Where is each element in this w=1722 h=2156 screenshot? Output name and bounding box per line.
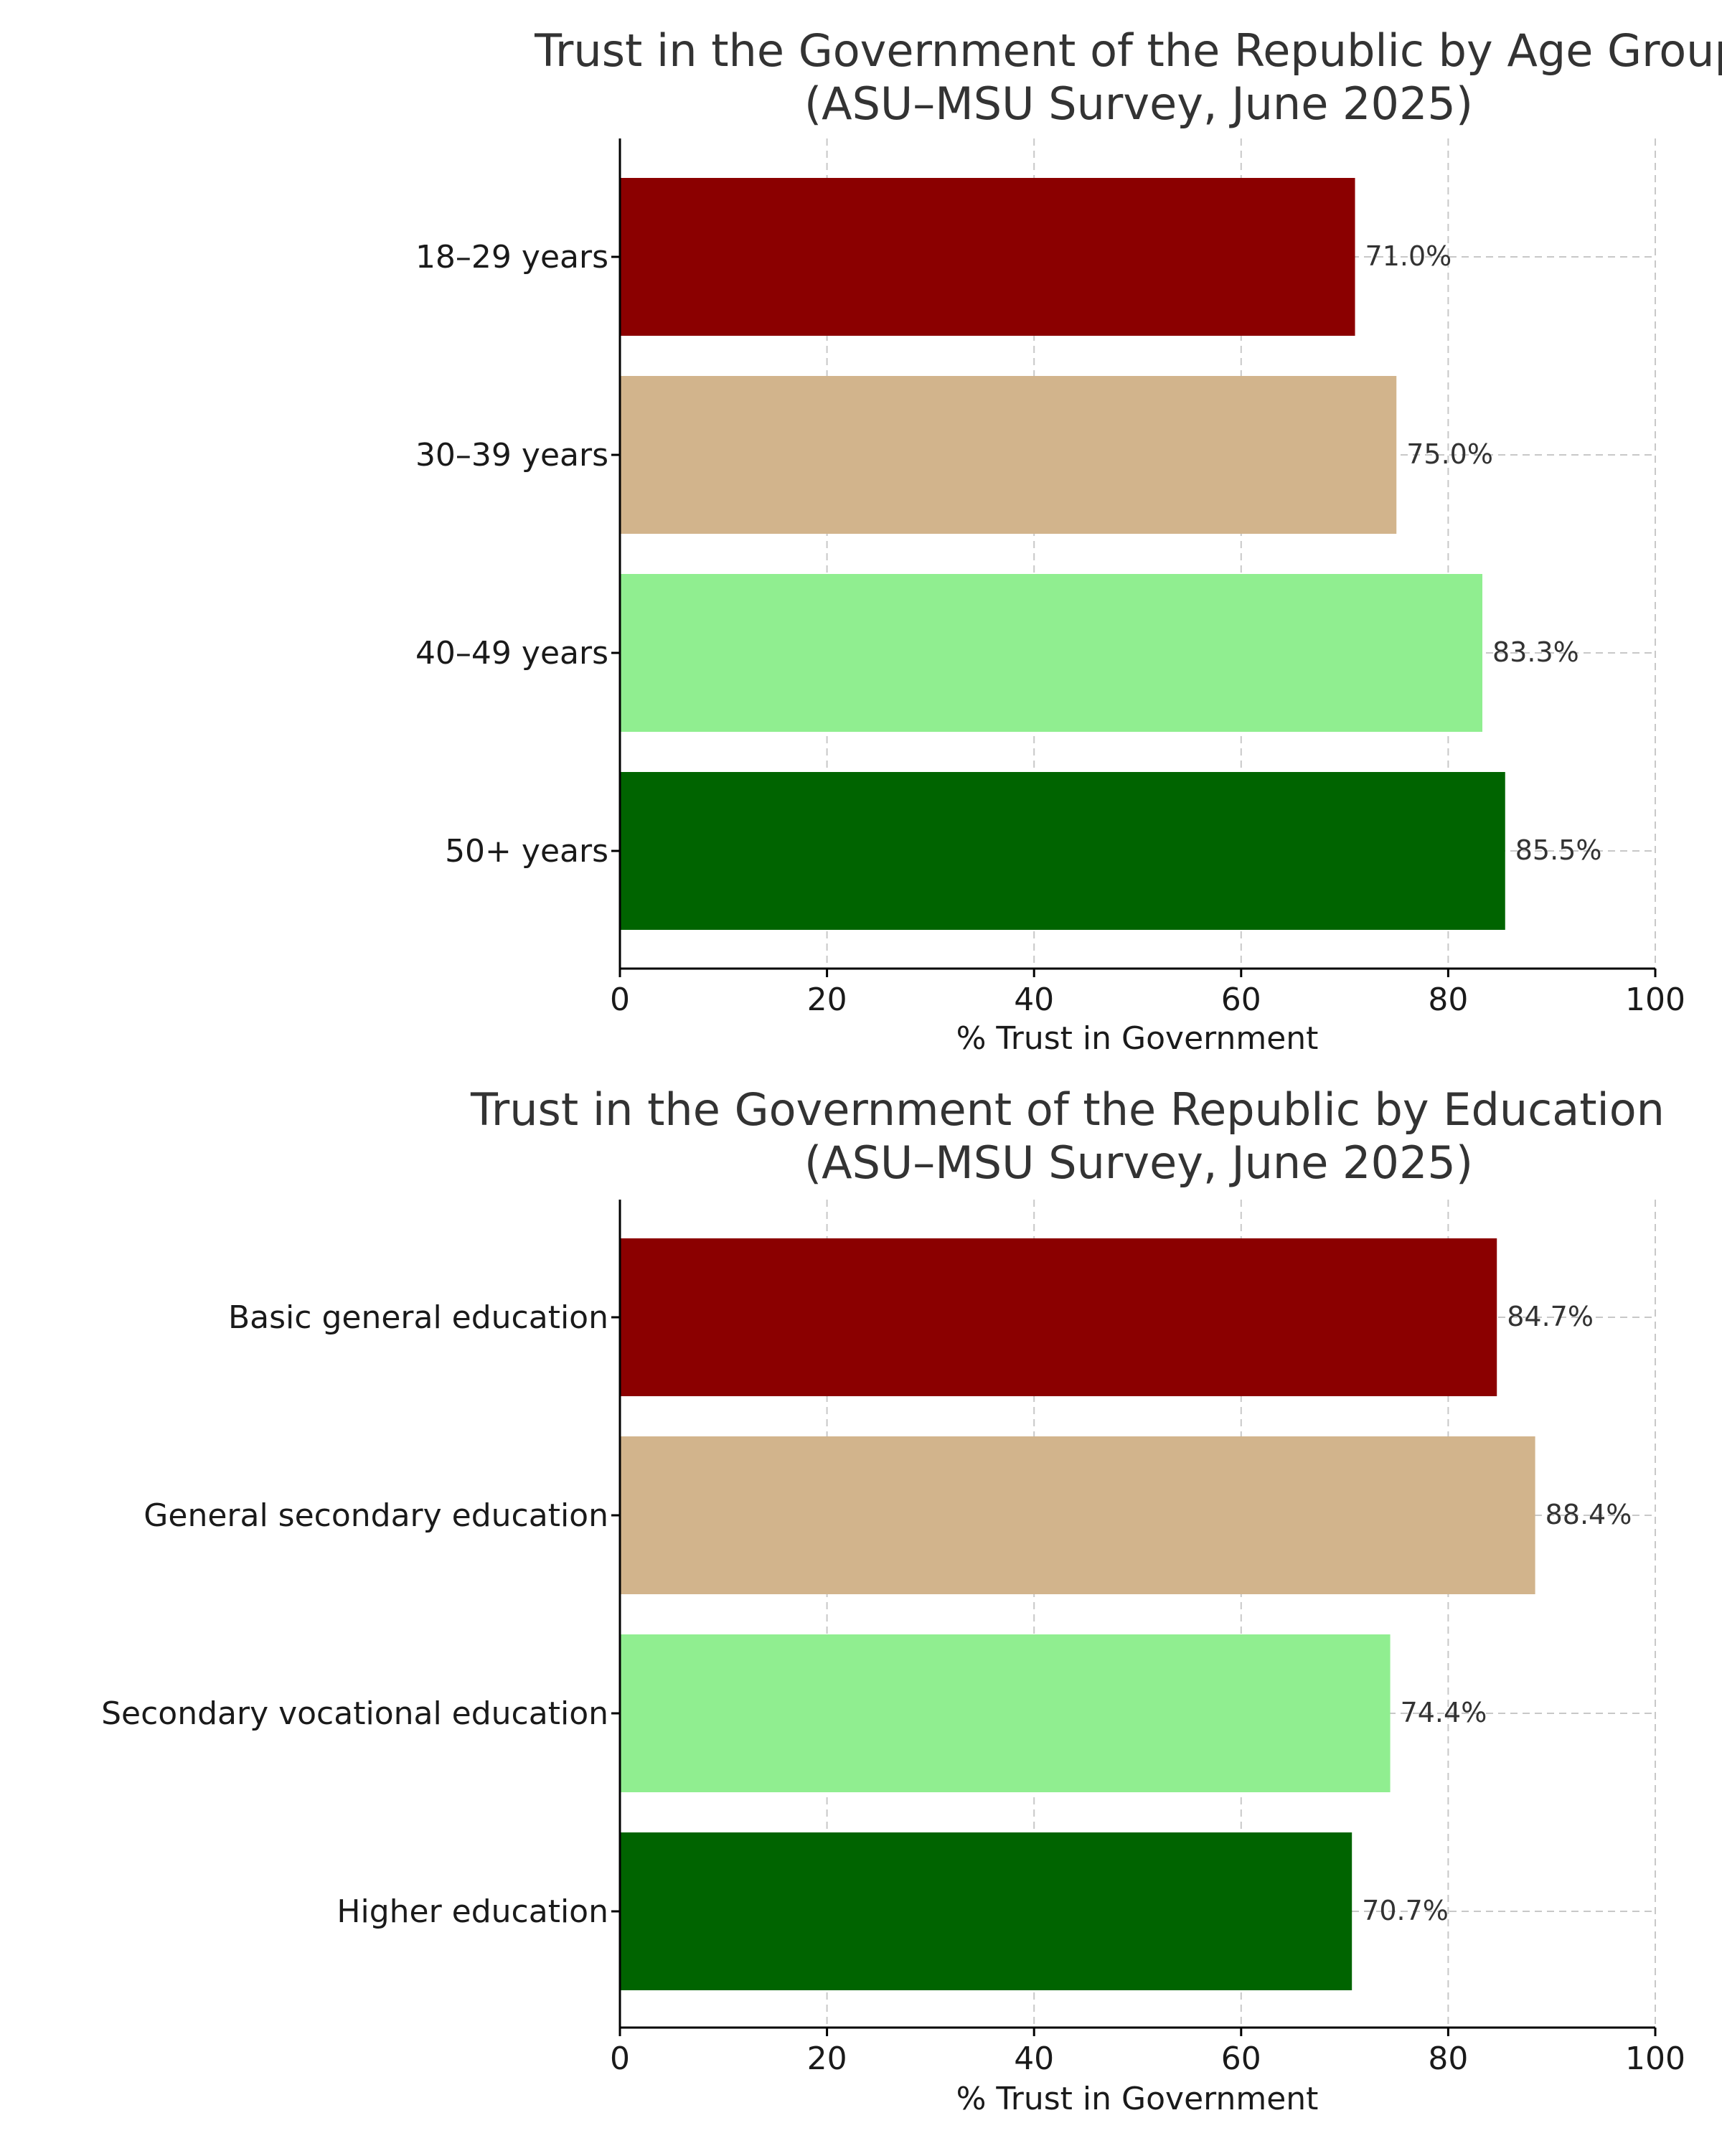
- x-tick-label: 40: [1014, 2040, 1054, 2077]
- bar-40-49-years: [620, 574, 1483, 732]
- bar-basic-general-education: [620, 1238, 1497, 1396]
- category-label: Basic general education: [228, 1299, 608, 1336]
- data-labels: 84.7% 88.4% 74.4% 70.7%: [1362, 1301, 1632, 1926]
- category-label: Higher education: [337, 1893, 608, 1930]
- x-tick-label: 20: [807, 982, 847, 1018]
- data-label: 75.0%: [1406, 438, 1493, 470]
- data-label: 71.0%: [1365, 240, 1452, 272]
- axes: [618, 1200, 1655, 2029]
- education-chart: Trust in the Government of the Republic …: [101, 1083, 1685, 2117]
- category-label: 30–39 years: [415, 437, 608, 474]
- data-label: 70.7%: [1362, 1895, 1449, 1926]
- x-tick-labels: 0 20 40 60 80 100: [610, 2028, 1685, 2077]
- x-tick-label: 60: [1221, 2040, 1261, 2077]
- data-label: 88.4%: [1545, 1499, 1632, 1530]
- category-label: 50+ years: [445, 833, 608, 870]
- category-label: 40–49 years: [415, 635, 608, 672]
- x-tick-label: 80: [1428, 2040, 1468, 2077]
- bar-18-29-years: [620, 178, 1355, 336]
- data-label: 84.7%: [1507, 1301, 1594, 1332]
- x-tick-label: 40: [1014, 982, 1054, 1018]
- category-labels: 18–29 years 30–39 years 40–49 years 50+ yea…: [415, 239, 620, 870]
- x-tick-label: 100: [1625, 982, 1685, 1018]
- bars: [620, 178, 1505, 930]
- chart-title: Trust in the Government of the Republic …: [534, 24, 1722, 77]
- chart-subtitle: (ASU–MSU Survey, June 2025): [804, 77, 1473, 130]
- bar-50-years: [620, 772, 1505, 930]
- x-tick-label: 0: [610, 982, 630, 1018]
- category-label: Secondary vocational education: [101, 1695, 608, 1732]
- category-label: 18–29 years: [415, 239, 608, 276]
- x-tick-label: 0: [610, 2040, 630, 2077]
- data-label: 85.5%: [1515, 834, 1602, 866]
- x-tick-label: 100: [1625, 2040, 1685, 2077]
- bar-higher-education: [620, 1832, 1352, 1990]
- x-axis-title: % Trust in Government: [956, 2081, 1319, 2117]
- bar-30-39-years: [620, 376, 1397, 534]
- data-label: 74.4%: [1401, 1697, 1487, 1728]
- x-tick-label: 60: [1221, 982, 1261, 1018]
- x-tick-label: 80: [1428, 982, 1468, 1018]
- data-label: 83.3%: [1492, 636, 1579, 668]
- bar-secondary-vocational-education: [620, 1634, 1391, 1792]
- category-labels: Basic general education General secondary…: [101, 1299, 620, 1930]
- axes: [618, 138, 1655, 970]
- chart-subtitle: (ASU–MSU Survey, June 2025): [804, 1136, 1473, 1189]
- data-labels: 71.0% 75.0% 83.3% 85.5%: [1365, 240, 1602, 866]
- x-tick-labels: 0 20 40 60 80 100: [610, 969, 1685, 1018]
- bar-general-secondary-education: [620, 1436, 1535, 1594]
- bars: [620, 1238, 1535, 1990]
- age-group-chart: Trust in the Government of the Republic …: [415, 24, 1722, 1057]
- category-label: General secondary education: [144, 1497, 608, 1534]
- x-tick-label: 20: [807, 2040, 847, 2077]
- x-axis-title: % Trust in Government: [956, 1020, 1319, 1057]
- chart-title: Trust in the Government of the Republic …: [470, 1083, 1665, 1136]
